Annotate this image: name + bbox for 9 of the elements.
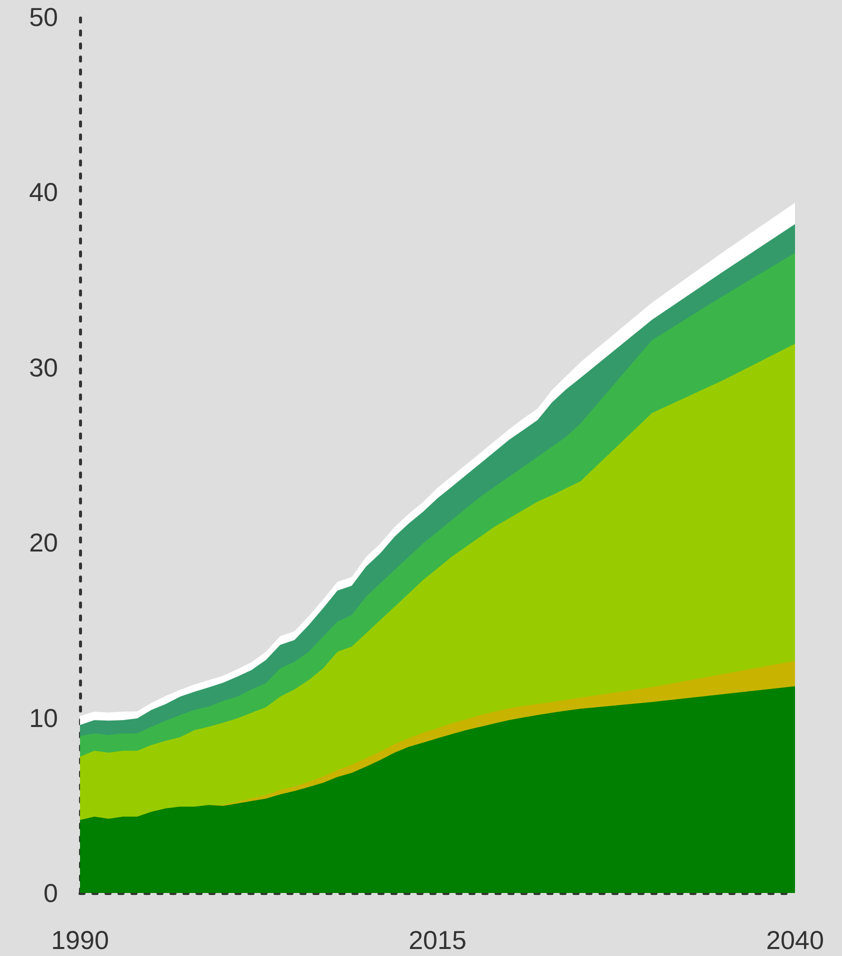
x-tick-label: 2015 <box>408 925 466 955</box>
y-tick-label: 40 <box>29 177 58 208</box>
y-tick-label: 0 <box>44 878 58 908</box>
y-tick-label: 20 <box>29 528 58 558</box>
y-tick-label: 30 <box>29 352 58 382</box>
x-tick-label: 1990 <box>51 925 109 955</box>
y-tick-label: 10 <box>29 702 58 733</box>
y-tick-label: 50 <box>29 2 58 32</box>
x-tick-label: 2040 <box>766 925 824 955</box>
